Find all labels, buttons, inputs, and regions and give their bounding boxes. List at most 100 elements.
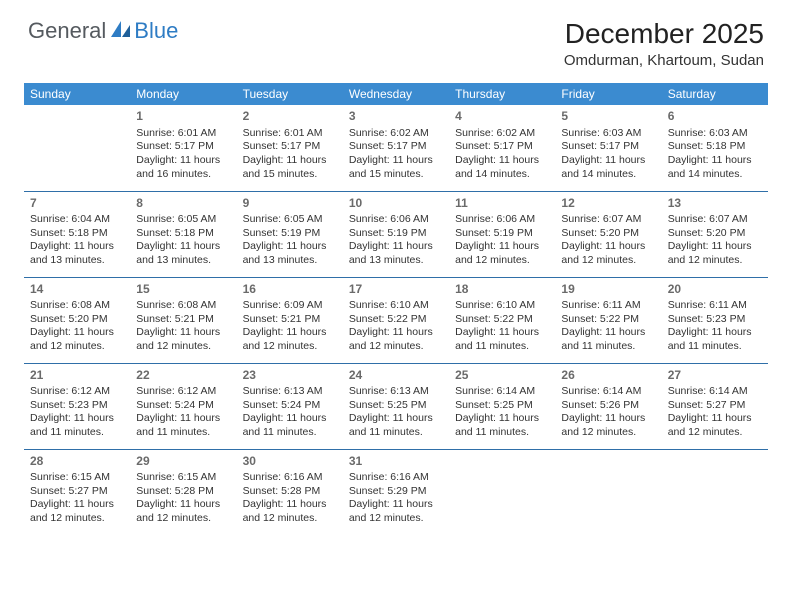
daylight-text: and 11 minutes.: [349, 426, 443, 440]
daylight-text: and 11 minutes.: [30, 426, 124, 440]
daylight-text: Daylight: 11 hours: [561, 326, 655, 340]
day-cell: [449, 449, 555, 535]
sunrise-text: Sunrise: 6:14 AM: [668, 385, 762, 399]
daylight-text: and 15 minutes.: [243, 168, 337, 182]
day-number: 16: [243, 282, 337, 298]
day-cell: 29Sunrise: 6:15 AMSunset: 5:28 PMDayligh…: [130, 449, 236, 535]
sunrise-text: Sunrise: 6:08 AM: [136, 299, 230, 313]
day-number: 3: [349, 109, 443, 125]
day-cell: 1Sunrise: 6:01 AMSunset: 5:17 PMDaylight…: [130, 105, 236, 191]
daylight-text: and 13 minutes.: [30, 254, 124, 268]
day-number: 28: [30, 454, 124, 470]
daylight-text: and 12 minutes.: [561, 426, 655, 440]
sunrise-text: Sunrise: 6:14 AM: [561, 385, 655, 399]
day-number: 12: [561, 196, 655, 212]
dow-row: Sunday Monday Tuesday Wednesday Thursday…: [24, 83, 768, 105]
dow-monday: Monday: [130, 83, 236, 105]
daylight-text: and 14 minutes.: [455, 168, 549, 182]
sunset-text: Sunset: 5:17 PM: [243, 140, 337, 154]
day-cell: 16Sunrise: 6:09 AMSunset: 5:21 PMDayligh…: [237, 277, 343, 363]
daylight-text: Daylight: 11 hours: [561, 412, 655, 426]
daylight-text: Daylight: 11 hours: [349, 154, 443, 168]
day-number: 20: [668, 282, 762, 298]
dow-tuesday: Tuesday: [237, 83, 343, 105]
daylight-text: Daylight: 11 hours: [30, 412, 124, 426]
day-number: 11: [455, 196, 549, 212]
sunset-text: Sunset: 5:17 PM: [136, 140, 230, 154]
sunset-text: Sunset: 5:17 PM: [561, 140, 655, 154]
day-number: 19: [561, 282, 655, 298]
sunset-text: Sunset: 5:19 PM: [349, 227, 443, 241]
sunrise-text: Sunrise: 6:16 AM: [349, 471, 443, 485]
sunset-text: Sunset: 5:17 PM: [349, 140, 443, 154]
daylight-text: Daylight: 11 hours: [243, 240, 337, 254]
sunrise-text: Sunrise: 6:12 AM: [30, 385, 124, 399]
day-number: 31: [349, 454, 443, 470]
sunset-text: Sunset: 5:19 PM: [455, 227, 549, 241]
sunset-text: Sunset: 5:23 PM: [668, 313, 762, 327]
calendar-body: 1Sunrise: 6:01 AMSunset: 5:17 PMDaylight…: [24, 105, 768, 535]
sunset-text: Sunset: 5:23 PM: [30, 399, 124, 413]
day-cell: 27Sunrise: 6:14 AMSunset: 5:27 PMDayligh…: [662, 363, 768, 449]
daylight-text: Daylight: 11 hours: [668, 412, 762, 426]
daylight-text: Daylight: 11 hours: [561, 240, 655, 254]
dow-saturday: Saturday: [662, 83, 768, 105]
day-cell: 12Sunrise: 6:07 AMSunset: 5:20 PMDayligh…: [555, 191, 661, 277]
daylight-text: and 12 minutes.: [668, 254, 762, 268]
dow-sunday: Sunday: [24, 83, 130, 105]
day-number: 24: [349, 368, 443, 384]
daylight-text: Daylight: 11 hours: [243, 326, 337, 340]
day-cell: [555, 449, 661, 535]
dow-thursday: Thursday: [449, 83, 555, 105]
sunrise-text: Sunrise: 6:07 AM: [561, 213, 655, 227]
daylight-text: Daylight: 11 hours: [349, 326, 443, 340]
day-cell: 24Sunrise: 6:13 AMSunset: 5:25 PMDayligh…: [343, 363, 449, 449]
daylight-text: Daylight: 11 hours: [136, 154, 230, 168]
daylight-text: and 11 minutes.: [561, 340, 655, 354]
daylight-text: and 12 minutes.: [349, 512, 443, 526]
title-block: December 2025 Omdurman, Khartoum, Sudan: [564, 18, 764, 69]
day-cell: 2Sunrise: 6:01 AMSunset: 5:17 PMDaylight…: [237, 105, 343, 191]
day-number: 27: [668, 368, 762, 384]
daylight-text: and 14 minutes.: [561, 168, 655, 182]
day-cell: 26Sunrise: 6:14 AMSunset: 5:26 PMDayligh…: [555, 363, 661, 449]
day-number: 9: [243, 196, 337, 212]
day-cell: 4Sunrise: 6:02 AMSunset: 5:17 PMDaylight…: [449, 105, 555, 191]
day-cell: 7Sunrise: 6:04 AMSunset: 5:18 PMDaylight…: [24, 191, 130, 277]
day-number: 7: [30, 196, 124, 212]
day-number: 14: [30, 282, 124, 298]
day-cell: 5Sunrise: 6:03 AMSunset: 5:17 PMDaylight…: [555, 105, 661, 191]
calendar-row: 21Sunrise: 6:12 AMSunset: 5:23 PMDayligh…: [24, 363, 768, 449]
sunrise-text: Sunrise: 6:13 AM: [349, 385, 443, 399]
sunrise-text: Sunrise: 6:10 AM: [455, 299, 549, 313]
calendar-row: 7Sunrise: 6:04 AMSunset: 5:18 PMDaylight…: [24, 191, 768, 277]
sunset-text: Sunset: 5:20 PM: [30, 313, 124, 327]
day-cell: [24, 105, 130, 191]
flag-sail-icon: [110, 20, 132, 43]
sunset-text: Sunset: 5:21 PM: [243, 313, 337, 327]
day-cell: 11Sunrise: 6:06 AMSunset: 5:19 PMDayligh…: [449, 191, 555, 277]
daylight-text: Daylight: 11 hours: [561, 154, 655, 168]
page-title: December 2025: [564, 18, 764, 50]
day-number: 29: [136, 454, 230, 470]
sunrise-text: Sunrise: 6:15 AM: [30, 471, 124, 485]
daylight-text: Daylight: 11 hours: [455, 412, 549, 426]
day-cell: 28Sunrise: 6:15 AMSunset: 5:27 PMDayligh…: [24, 449, 130, 535]
day-cell: 8Sunrise: 6:05 AMSunset: 5:18 PMDaylight…: [130, 191, 236, 277]
sunrise-text: Sunrise: 6:09 AM: [243, 299, 337, 313]
sunrise-text: Sunrise: 6:15 AM: [136, 471, 230, 485]
day-cell: 15Sunrise: 6:08 AMSunset: 5:21 PMDayligh…: [130, 277, 236, 363]
daylight-text: and 12 minutes.: [136, 512, 230, 526]
sunset-text: Sunset: 5:24 PM: [243, 399, 337, 413]
sunrise-text: Sunrise: 6:05 AM: [243, 213, 337, 227]
sunset-text: Sunset: 5:20 PM: [668, 227, 762, 241]
day-number: 23: [243, 368, 337, 384]
day-number: 30: [243, 454, 337, 470]
sunset-text: Sunset: 5:22 PM: [561, 313, 655, 327]
logo-text-general: General: [28, 18, 106, 44]
daylight-text: and 11 minutes.: [136, 426, 230, 440]
daylight-text: Daylight: 11 hours: [136, 498, 230, 512]
day-number: 10: [349, 196, 443, 212]
day-cell: 19Sunrise: 6:11 AMSunset: 5:22 PMDayligh…: [555, 277, 661, 363]
day-cell: 23Sunrise: 6:13 AMSunset: 5:24 PMDayligh…: [237, 363, 343, 449]
